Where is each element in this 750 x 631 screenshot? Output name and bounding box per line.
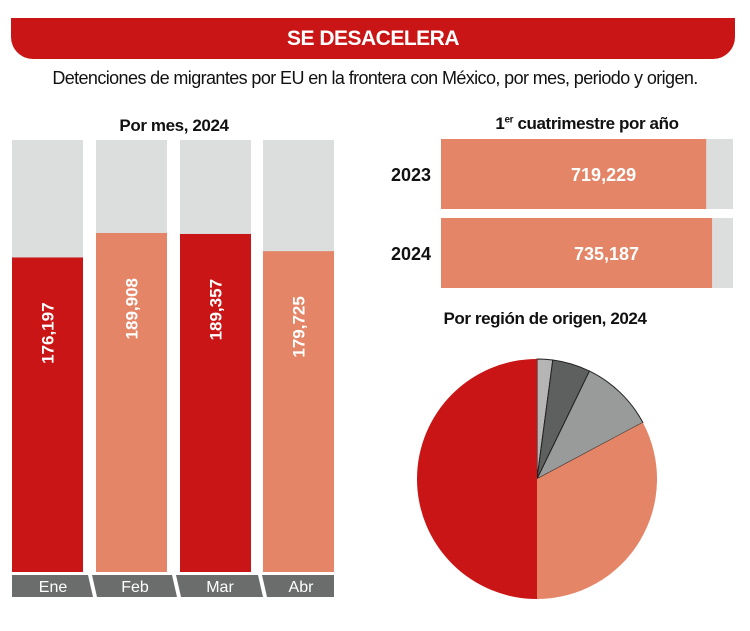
month-tick-label: Ene	[39, 579, 68, 596]
hbar-year-label: 2024	[391, 244, 431, 264]
monthly-chart-title: Por mes, 2024	[119, 116, 229, 135]
month-tick-label: Feb	[121, 579, 149, 596]
pie-slice	[537, 422, 657, 599]
period-chart-title: 1er cuatrimestre por año	[441, 114, 733, 134]
period-title-main: 1	[495, 114, 505, 133]
pie-chart-title: Por región de origen, 2024	[443, 309, 647, 328]
bar-value-label: 179,725	[290, 296, 309, 357]
bar-abr	[263, 251, 334, 573]
pie-slice	[417, 359, 537, 599]
hbar-2023	[441, 139, 707, 209]
month-tick-label: Abr	[289, 579, 315, 596]
month-axis-segment	[176, 575, 263, 597]
month-tick-label: Mar	[206, 579, 234, 596]
hbar-year-label: 2023	[391, 165, 431, 185]
hbar-value-label: 735,187	[574, 244, 639, 264]
hbar-2024	[441, 218, 713, 288]
title-banner: SE DESACELERA	[11, 18, 735, 59]
month-axis-segment	[12, 575, 93, 597]
pie-slice	[535, 370, 644, 481]
bar-mar	[180, 233, 251, 572]
month-axis-segment	[92, 575, 177, 597]
bar-feb	[96, 232, 167, 573]
bar-value-label: 189,908	[123, 278, 142, 339]
subtitle: Detenciones de migrantes por EU en la fr…	[52, 68, 698, 88]
period-title-sup: er	[504, 114, 514, 126]
period-title-rest: cuatrimestre por año	[513, 114, 679, 133]
month-axis-segment	[262, 575, 334, 597]
hbar-value-label: 719,229	[571, 165, 636, 185]
bar-value-label: 189,357	[207, 279, 226, 340]
bar-ene	[12, 257, 83, 572]
bar-value-label: 176,197	[39, 302, 58, 363]
